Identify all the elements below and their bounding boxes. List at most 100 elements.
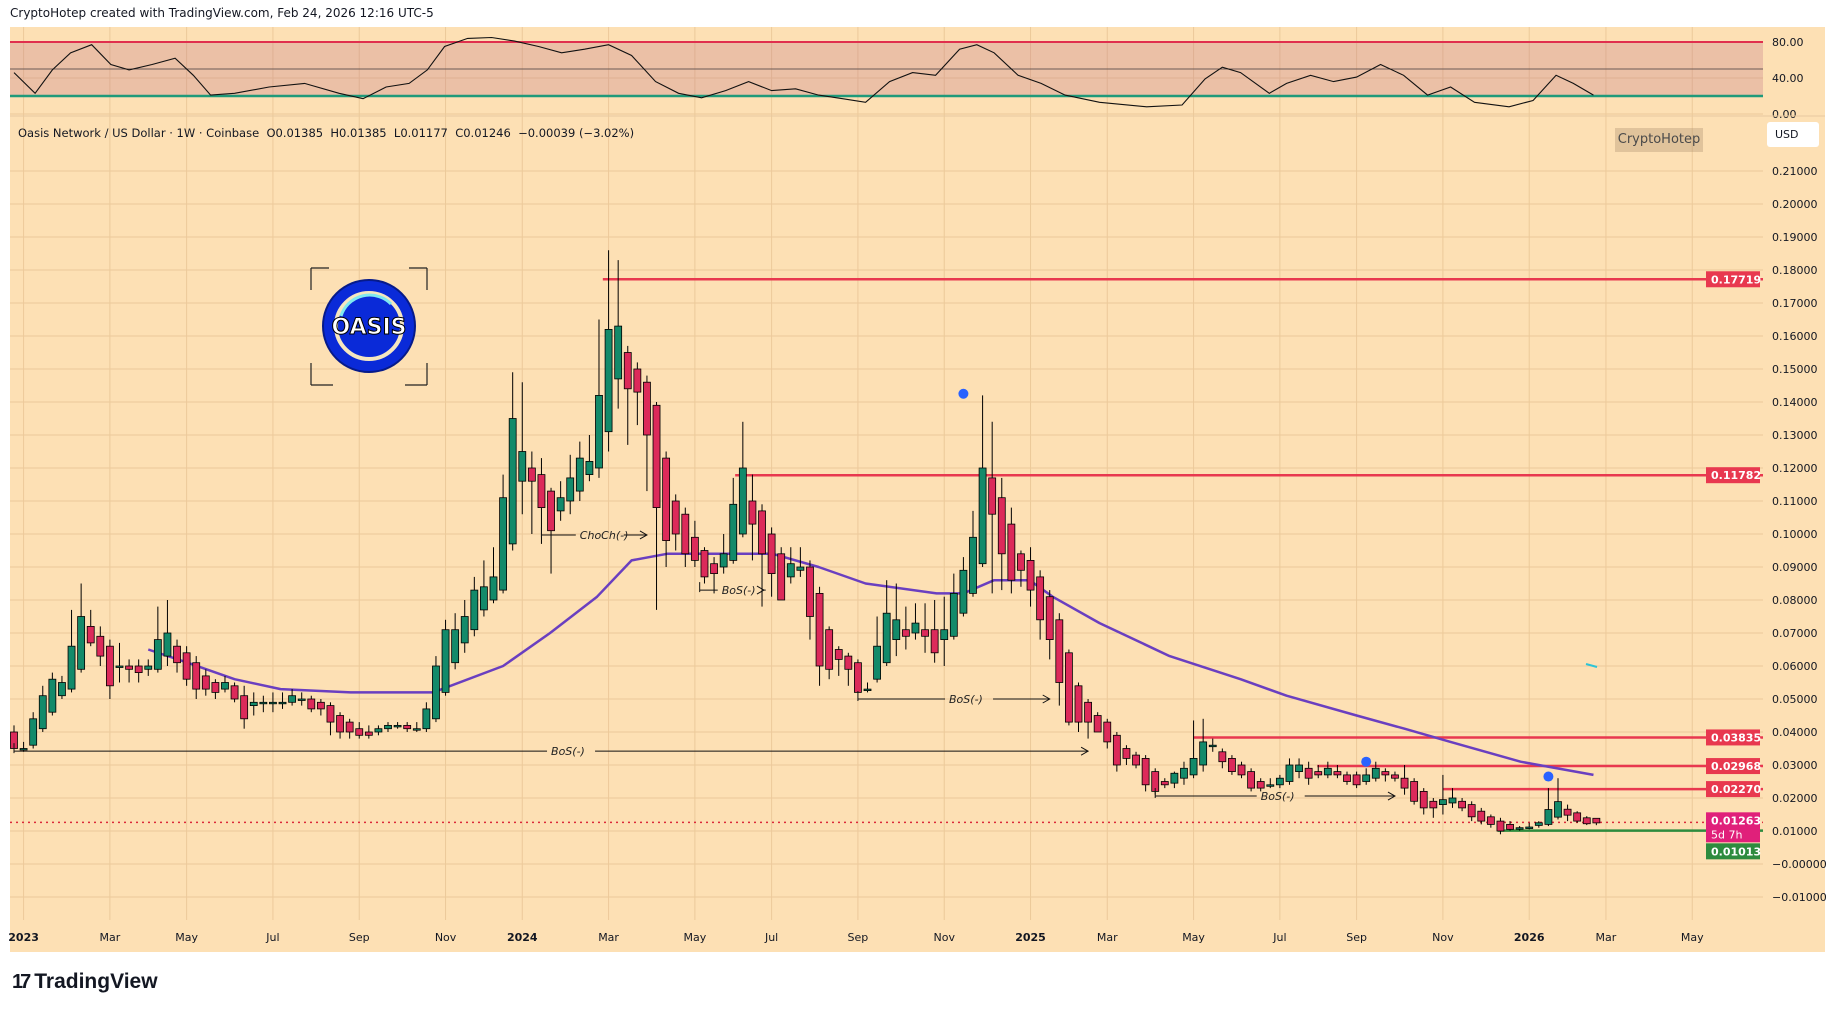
candle-down — [1103, 721, 1112, 743]
candle-up — [614, 325, 623, 380]
candle-down — [1391, 774, 1399, 779]
rsi-tick-label: 0.00 — [1772, 108, 1797, 121]
candle-down — [355, 728, 364, 736]
candle-down — [662, 457, 671, 542]
bar-countdown-label: 5d 7h — [1711, 828, 1742, 841]
candle-up — [882, 612, 891, 664]
candle-up — [911, 622, 920, 634]
ohlc-open: O0.01385 — [266, 126, 324, 140]
last-price-label: 0.01263 — [1711, 814, 1761, 827]
horizontal-levels — [10, 278, 1763, 832]
candle-up — [1266, 784, 1275, 787]
candle-up — [163, 632, 172, 657]
candle-down — [182, 652, 191, 680]
candle-up — [451, 629, 460, 664]
candle-down — [230, 685, 239, 700]
time-axis[interactable]: 2023 Mar May Jul Sep Nov 2024 Mar May Jul Sep Nov 20… — [8, 931, 1704, 944]
candle-down — [345, 721, 354, 733]
candle-up — [19, 748, 28, 751]
candle-down — [547, 490, 555, 532]
candle-up — [585, 460, 594, 475]
candle-down — [1132, 754, 1140, 766]
price-tick-label: 0.17000 — [1772, 297, 1818, 310]
symbol-legend: Oasis Network / US Dollar · 1W · Coinbas… — [18, 126, 634, 140]
annotation-label: BoS(-) — [1261, 790, 1295, 803]
candle-down — [1160, 781, 1169, 786]
candle-down — [710, 563, 718, 575]
candle-down — [1429, 800, 1438, 809]
time-tick-label: 2023 — [8, 931, 39, 944]
candle-down — [403, 725, 412, 730]
candle-up — [873, 645, 881, 680]
time-tick-label: Nov — [435, 931, 457, 944]
price-axis[interactable]: 0.21000 0.20000 0.19000 0.18000 0.17000 0.160… — [1706, 165, 1827, 904]
time-tick-label: Sep — [1346, 931, 1367, 944]
candle-up — [221, 682, 229, 690]
candle-up — [441, 629, 450, 693]
candle-down — [930, 629, 939, 654]
price-tick-label: 0.03000 — [1772, 759, 1818, 772]
price-tick-label: 0.08000 — [1772, 594, 1818, 607]
price-tick-label: 0.20000 — [1772, 198, 1818, 211]
candle-up — [1199, 741, 1208, 766]
candle-up — [259, 701, 268, 705]
candle-up — [422, 708, 431, 730]
candle-down — [681, 513, 690, 555]
candle-down — [1228, 758, 1236, 773]
time-tick-label: Jul — [764, 931, 778, 944]
candle-down — [1026, 560, 1035, 591]
price-tag-label: 0.02968 — [1711, 760, 1761, 773]
candle-down — [1314, 771, 1323, 776]
price-tag-label: 0.02270 — [1711, 783, 1761, 796]
candle-up — [556, 497, 565, 512]
ohlc-low: L0.01177 — [393, 126, 448, 140]
candle-up — [384, 725, 392, 730]
candle-up — [269, 701, 277, 705]
candle-down — [307, 698, 316, 710]
candle-up — [1170, 772, 1179, 784]
time-tick-label: May — [1182, 931, 1205, 944]
candle-up — [412, 728, 421, 731]
candle-down — [834, 649, 843, 660]
candle-down — [700, 550, 709, 578]
candle-down — [1045, 596, 1054, 641]
candle-down — [1486, 816, 1495, 825]
candle-down — [1017, 553, 1025, 571]
candle-up — [1275, 777, 1284, 786]
candle-up — [38, 695, 47, 730]
candle-up — [144, 665, 153, 670]
candle-up — [67, 645, 76, 690]
time-tick-label: Jul — [1272, 931, 1286, 944]
candle-down — [1333, 771, 1342, 776]
rsi-tick-label: 40.00 — [1772, 72, 1804, 85]
candle-down — [134, 665, 143, 673]
price-tick-label: 0.06000 — [1772, 660, 1818, 673]
candle-up — [595, 394, 603, 469]
candle-down — [1218, 751, 1227, 763]
time-tick-label: Mar — [1596, 931, 1617, 944]
candle-down — [1247, 771, 1256, 789]
candle-up — [153, 639, 162, 670]
price-tick-label: 0.01000 — [1772, 825, 1818, 838]
price-tag — [1706, 271, 1760, 288]
currency-button[interactable]: USD — [1767, 122, 1819, 147]
arrow-head-icon — [1080, 746, 1090, 756]
structure-annotations: BoS(-) ChoCh(-) BoS(-) BoS(-) BoS(-) — [13, 526, 1396, 803]
candle-down — [211, 682, 220, 693]
candle-up — [1554, 801, 1562, 818]
arrow-head-icon — [1042, 694, 1051, 704]
candle-down — [106, 645, 114, 687]
candle-down — [527, 467, 536, 482]
annotation-label: BoS(-) — [722, 584, 756, 597]
candle-up — [297, 698, 306, 701]
logo-text: OASIS — [331, 315, 406, 340]
annotation-label: BoS(-) — [949, 693, 983, 706]
price-tick-label: 0.10000 — [1772, 528, 1818, 541]
time-tick-label: May — [175, 931, 198, 944]
price-tick-label: 0.13000 — [1772, 429, 1818, 442]
tradingview-logo[interactable]: 17 TradingView — [12, 970, 158, 994]
candle-up — [892, 619, 901, 640]
ohlc-close: C0.01246 — [455, 126, 511, 140]
arrow-head-icon — [756, 585, 765, 595]
